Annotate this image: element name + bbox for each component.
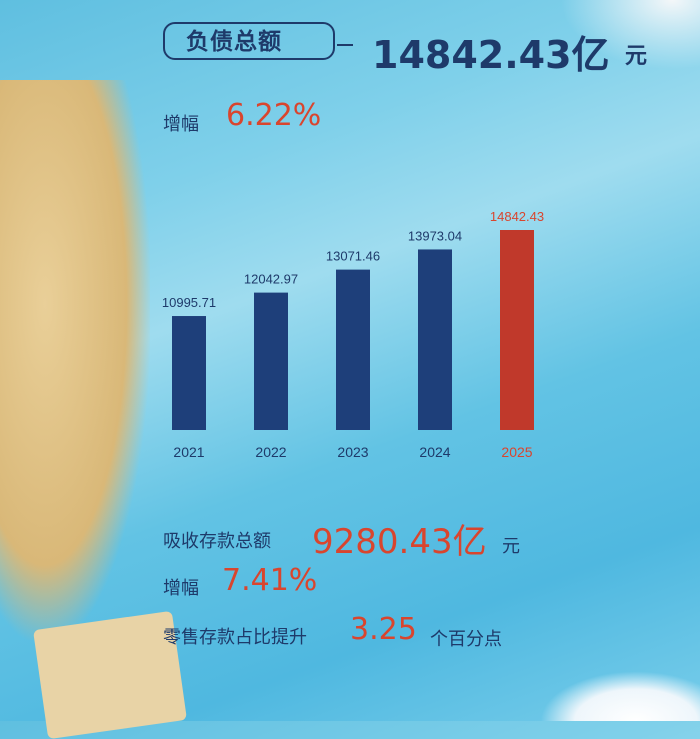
deposits-growth-value: 7.41% xyxy=(222,563,318,598)
deposits-value: 9280.43亿 xyxy=(312,522,487,562)
deposits-growth-label: 增幅 xyxy=(163,578,199,599)
value-label: 12042.97 xyxy=(244,272,298,287)
total-liabilities-value: 14842.43亿 xyxy=(372,33,610,77)
value-label: 10995.71 xyxy=(162,295,216,310)
x-tick-label: 2024 xyxy=(419,444,450,460)
retail-share-value: 3.25 xyxy=(350,612,417,647)
retail-share-label: 零售存款占比提升 xyxy=(163,627,307,648)
sand-decoration xyxy=(0,80,150,640)
deposits-unit: 元 xyxy=(502,536,520,557)
cloud-decoration xyxy=(560,0,700,70)
bar-2022 xyxy=(254,292,288,430)
x-tick-label: 2021 xyxy=(173,444,204,460)
x-tick-label: 2022 xyxy=(255,444,286,460)
value-label: 14842.43 xyxy=(490,209,544,224)
x-tick-label: 2025 xyxy=(501,444,532,460)
cloud-decoration xyxy=(540,671,700,721)
divider xyxy=(337,44,353,46)
deposits-label: 吸收存款总额 xyxy=(163,531,271,552)
bar-2025 xyxy=(500,230,534,430)
bar-2021 xyxy=(172,316,206,430)
retail-share-unit: 个百分点 xyxy=(430,629,502,650)
growth-value: 6.22% xyxy=(226,98,322,133)
bar-2023 xyxy=(336,269,370,430)
value-label: 13973.04 xyxy=(408,228,462,243)
x-tick-label: 2023 xyxy=(337,444,368,460)
total-liabilities-label: 负债总额 xyxy=(186,29,282,55)
title-frame xyxy=(163,22,335,60)
value-label: 13071.46 xyxy=(326,249,380,264)
growth-label: 增幅 xyxy=(163,114,199,135)
bar-chart: 10995.71 2021 12042.97 2022 13071.46 2023 1397… xyxy=(162,209,544,460)
bar-2024 xyxy=(418,249,452,430)
unit-label: 元 xyxy=(625,44,648,69)
